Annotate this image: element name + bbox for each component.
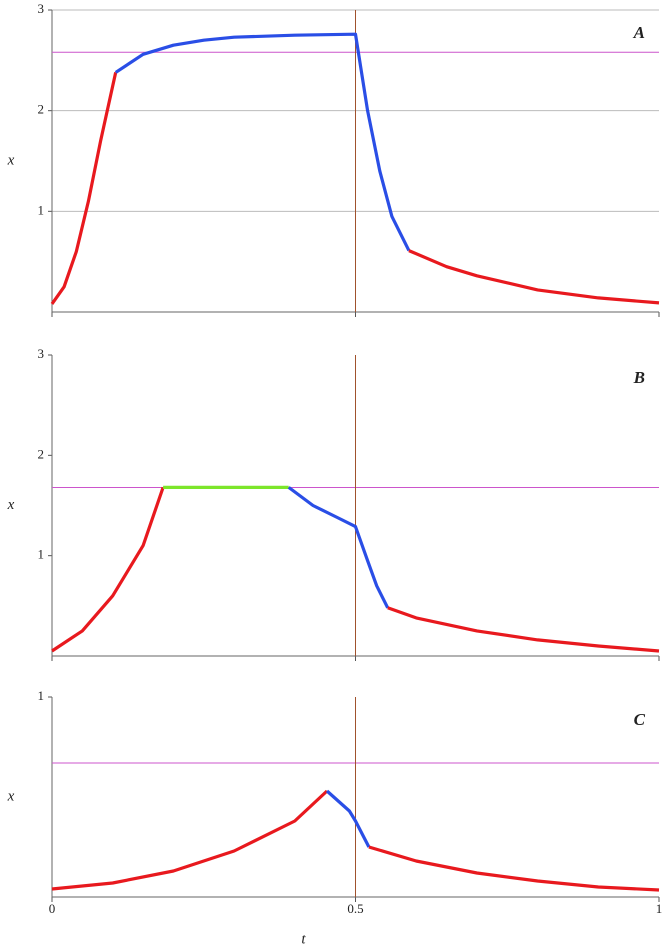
y-axis-label: x <box>7 788 15 804</box>
y-tick-label: 1 <box>38 688 45 703</box>
x-tick-label: 0.5 <box>347 901 363 916</box>
x-tick-label: 1 <box>656 901 663 916</box>
curve <box>408 249 660 305</box>
curve <box>50 72 118 305</box>
panel-label: C <box>634 710 646 729</box>
curve <box>368 845 660 892</box>
y-tick-label: 3 <box>38 1 45 16</box>
curve <box>114 32 411 252</box>
curve <box>51 486 165 653</box>
x-axis-label: t <box>301 931 306 947</box>
panel-label: A <box>633 23 645 42</box>
curve <box>51 789 329 891</box>
curve <box>325 789 371 848</box>
y-tick-label: 3 <box>38 346 45 361</box>
y-axis-label: x <box>7 497 15 513</box>
y-tick-label: 1 <box>38 202 45 217</box>
curve <box>287 486 390 609</box>
x-tick-label: 0 <box>49 901 56 916</box>
panel-label: B <box>633 368 645 387</box>
y-tick-label: 2 <box>38 446 45 461</box>
y-axis-label: x <box>7 152 15 168</box>
y-tick-label: 1 <box>38 547 45 562</box>
curve <box>387 606 660 653</box>
y-tick-label: 2 <box>38 102 45 117</box>
